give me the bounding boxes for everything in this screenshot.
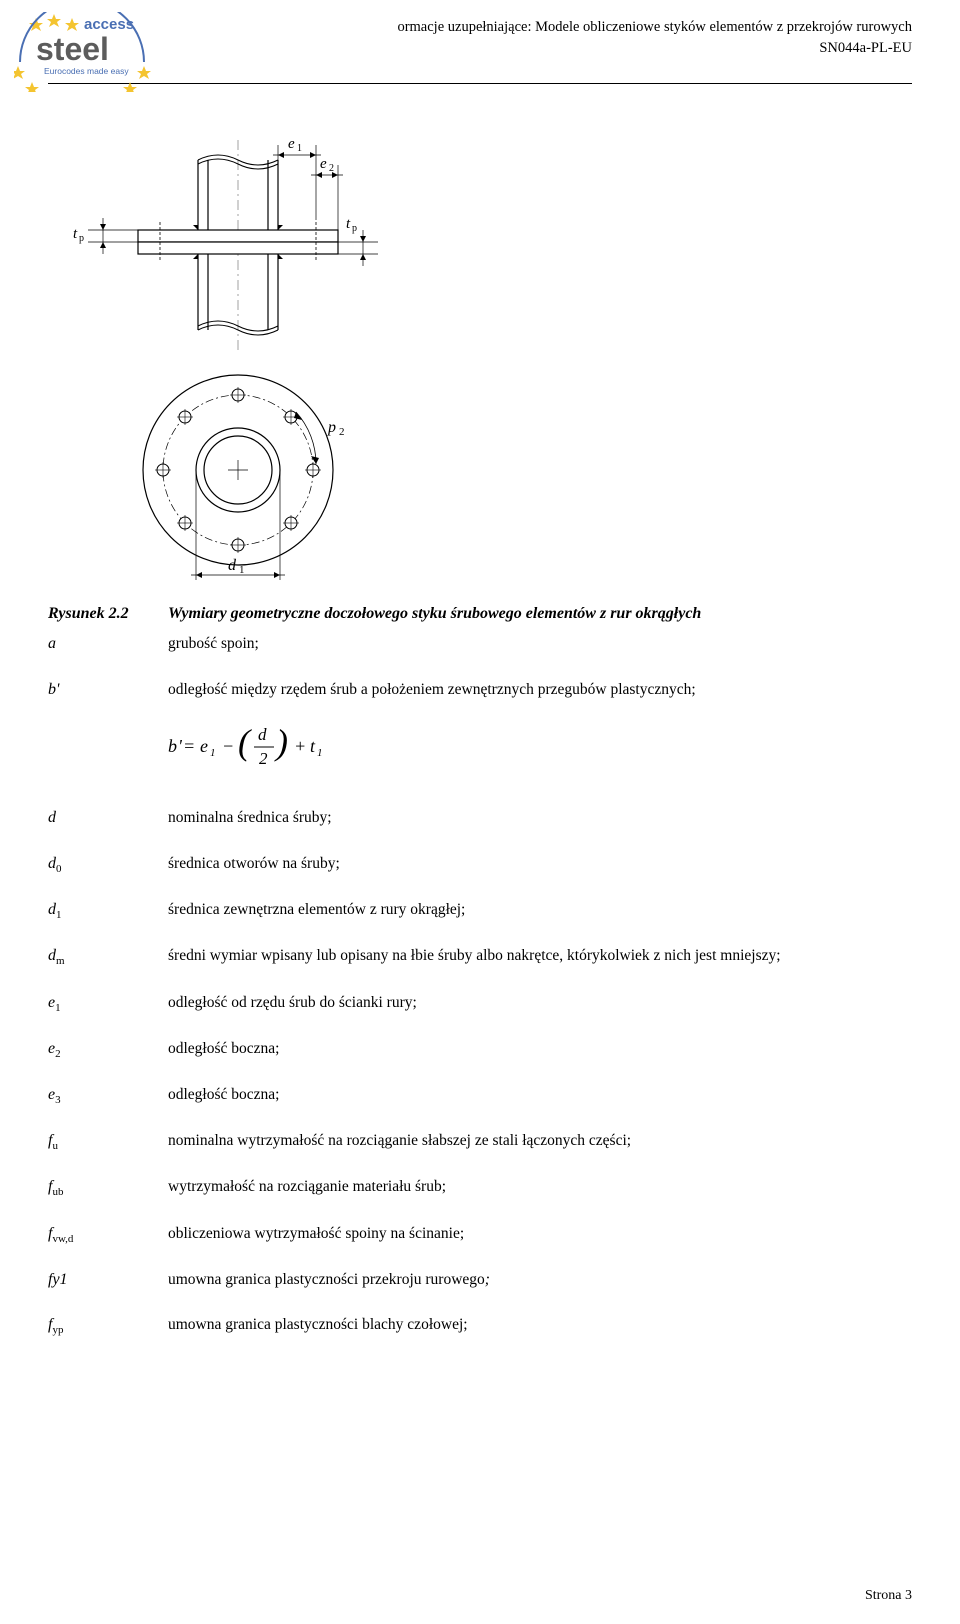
def-symbol-fu: fu [48, 1132, 168, 1152]
def-symbol-fyp: fyp [48, 1316, 168, 1336]
svg-text:1: 1 [317, 747, 323, 759]
svg-text:1: 1 [210, 747, 216, 759]
def-symbol-e2: e2 [48, 1040, 168, 1060]
def-symbol-fub: fub [48, 1178, 168, 1198]
def-text: odległość boczna; [168, 1084, 279, 1106]
def-row: d0 średnica otworów na śruby; [48, 847, 912, 893]
def-symbol-bprime: b' [48, 681, 168, 699]
def-text: nominalna średnica śruby; [168, 807, 332, 829]
def-row: e1 odległość od rzędu śrub do ścianki ru… [48, 986, 912, 1032]
dim-e1: e [288, 136, 295, 152]
svg-text:2: 2 [259, 749, 268, 768]
dim-p2: p [327, 419, 336, 436]
def-symbol-a: a [48, 635, 168, 653]
def-row: a grubość spoin; [48, 627, 912, 673]
svg-text:−: − [222, 736, 234, 756]
svg-text:b: b [168, 736, 177, 756]
page-number: Strona 3 [865, 1588, 912, 1604]
def-symbol-fvwd: fvw,d [48, 1225, 168, 1245]
logo-svg: access steel Eurocodes made easy [14, 12, 174, 92]
svg-text:): ) [274, 722, 288, 762]
def-row: dm średni wymiar wpisany lub opisany na … [48, 939, 912, 985]
def-row: e3 odległość boczna; [48, 1078, 912, 1124]
dim-e2-sub: 2 [329, 163, 334, 174]
def-symbol-e3: e3 [48, 1086, 168, 1106]
def-symbol-d1: d1 [48, 901, 168, 921]
svg-text:=: = [183, 736, 195, 756]
figure-caption-label: Rysunek 2.2 [48, 605, 168, 623]
def-text: odległość między rzędem śrub a położenie… [168, 679, 696, 701]
def-row: fy1 umowna granica plastyczności przekro… [48, 1263, 912, 1309]
def-row: e2 odległość boczna; [48, 1032, 912, 1078]
figure-caption: Rysunek 2.2 Wymiary geometryczne doczoło… [48, 605, 912, 623]
page-header: access steel Eurocodes made easy ormacje… [48, 14, 912, 84]
header-title: ormacje uzupełniające: Modele obliczenio… [397, 18, 912, 37]
def-symbol-fy1: fy1 [48, 1271, 168, 1289]
header-doc-id: SN044a-PL-EU [397, 39, 912, 58]
def-row: fu nominalna wytrzymałość na rozciąganie… [48, 1124, 912, 1170]
def-row: b' odległość między rzędem śrub a położe… [48, 673, 912, 719]
dim-d1: d [228, 557, 237, 574]
def-text: nominalna wytrzymałość na rozciąganie sł… [168, 1130, 631, 1152]
dim-e1-sub: 1 [297, 143, 302, 154]
def-text: umowna granica plastyczności blachy czoł… [168, 1314, 468, 1336]
dim-tp-right: t [346, 216, 351, 232]
def-text: odległość boczna; [168, 1038, 279, 1060]
formula-bprime: b ' = e 1 − ( d 2 ) + t 1 [48, 718, 912, 797]
def-row: d1 średnica zewnętrzna elementów z rury … [48, 893, 912, 939]
def-row: fyp umowna granica plastyczności blachy … [48, 1308, 912, 1354]
definitions-list: a grubość spoin; b' odległość między rzę… [48, 627, 912, 718]
svg-text:(: ( [238, 722, 252, 762]
def-text: umowna granica plastyczności przekroju r… [168, 1269, 490, 1291]
def-row: d nominalna średnica śruby; [48, 801, 912, 847]
dim-tp-left: t [73, 226, 78, 242]
dim-d1-sub: 1 [239, 564, 245, 576]
figure-caption-text: Wymiary geometryczne doczołowego styku ś… [168, 605, 701, 623]
def-row: fvw,d obliczeniowa wytrzymałość spoiny n… [48, 1217, 912, 1263]
def-text: odległość od rzędu śrub do ścianki rury; [168, 992, 417, 1014]
dim-e2: e [320, 156, 327, 172]
figure-2-2: e 1 e 2 t p [48, 120, 912, 595]
dim-p2-sub: 2 [339, 426, 345, 438]
svg-text:e: e [200, 736, 208, 756]
def-row: fub wytrzymałość na rozciąganie materiał… [48, 1170, 912, 1216]
def-text: średnica zewnętrzna elementów z rury okr… [168, 899, 465, 921]
dim-tp-left-sub: p [79, 233, 84, 244]
def-text: obliczeniowa wytrzymałość spoiny na ścin… [168, 1223, 464, 1245]
def-symbol-d: d [48, 809, 168, 827]
page: access steel Eurocodes made easy ormacje… [0, 0, 960, 1624]
svg-text:+: + [294, 736, 306, 756]
access-steel-logo: access steel Eurocodes made easy [14, 12, 174, 97]
logo-steel-text: steel [36, 31, 109, 67]
def-symbol-d0: d0 [48, 855, 168, 875]
def-text: średnica otworów na śruby; [168, 853, 340, 875]
def-text: średni wymiar wpisany lub opisany na łbi… [168, 945, 781, 967]
definitions-list-2: d nominalna średnica śruby; d0 średnica … [48, 801, 912, 1354]
formula-svg: b ' = e 1 − ( d 2 ) + t 1 [168, 722, 388, 772]
def-text: grubość spoin; [168, 633, 259, 655]
svg-text:t: t [310, 736, 316, 756]
svg-text:d: d [258, 725, 267, 744]
dim-tp-right-sub: p [352, 223, 357, 234]
header-text-block: ormacje uzupełniające: Modele obliczenio… [397, 18, 912, 58]
def-symbol-dm: dm [48, 947, 168, 967]
logo-tagline: Eurocodes made easy [44, 66, 129, 76]
def-symbol-e1: e1 [48, 994, 168, 1014]
def-text: wytrzymałość na rozciąganie materiału śr… [168, 1176, 446, 1198]
figure-svg: e 1 e 2 t p [48, 120, 428, 590]
